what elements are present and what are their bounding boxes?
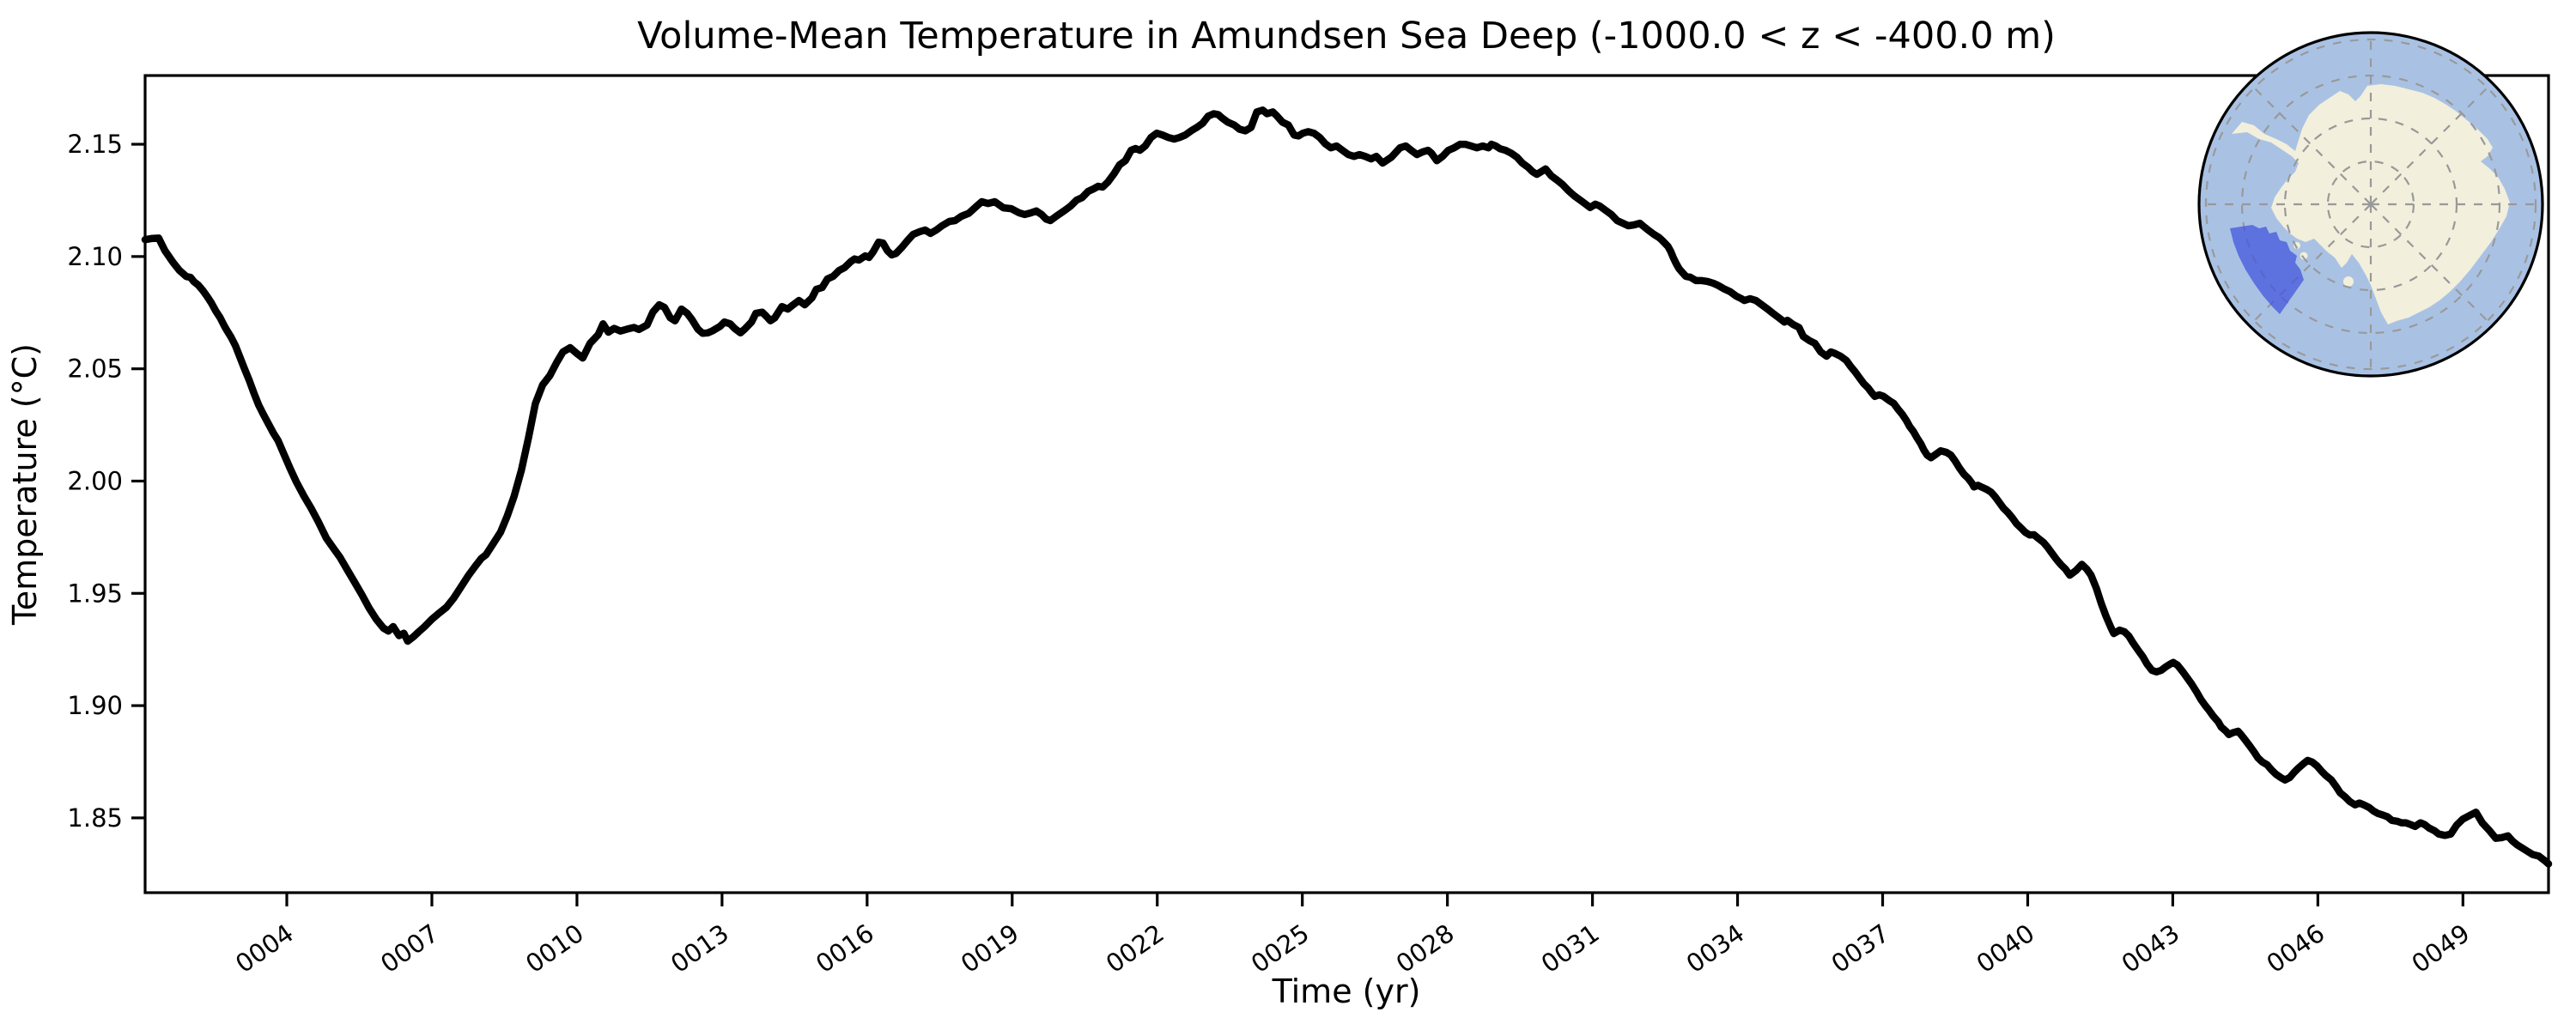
x-tick-label: 0043 xyxy=(2116,918,2184,978)
x-tick-label: 0016 xyxy=(811,918,879,978)
inset-map-antarctica xyxy=(2197,31,2544,378)
antarctica-islands xyxy=(2293,151,2354,287)
y-tick-label: 1.95 xyxy=(67,579,123,608)
inset-map-rim xyxy=(2197,31,2544,378)
x-tick-label: 0013 xyxy=(665,918,734,978)
y-tick-label: 2.00 xyxy=(67,466,123,495)
x-tick-label: 0022 xyxy=(1101,918,1170,978)
x-axis-label: Time (yr) xyxy=(1272,972,1421,1010)
amundsen-sea-highlight-region xyxy=(2230,225,2304,314)
x-tick-label: 0004 xyxy=(230,918,299,978)
chart-title: Volume-Mean Temperature in Amundsen Sea … xyxy=(637,15,2056,58)
temperature-line-series xyxy=(141,106,2553,868)
x-tick-label: 0046 xyxy=(2261,918,2330,978)
y-tick-label: 2.10 xyxy=(67,242,123,271)
y-tick-label: 1.90 xyxy=(67,691,123,720)
x-tick-label: 0049 xyxy=(2406,918,2475,978)
y-axis-label: Temperature (°C) xyxy=(6,343,44,626)
x-axis-ticks: 0004 0007 0010 0013 0016 0019 0022 0025 0028 0031… xyxy=(230,893,2475,978)
y-axis-ticks: 1.85 1.90 1.95 2.00 2.05 2.10 2.15 xyxy=(67,130,145,833)
x-tick-label: 0037 xyxy=(1826,918,1895,978)
graticule-parallel xyxy=(2204,38,2537,371)
plot-area xyxy=(143,74,2550,894)
y-tick-label: 1.85 xyxy=(67,803,123,833)
x-tick-label: 0040 xyxy=(1971,918,2040,978)
graticule-meridian xyxy=(2370,203,2488,322)
x-tick-label: 0019 xyxy=(956,918,1024,978)
x-tick-label: 0031 xyxy=(1536,918,1605,978)
graticule-meridian xyxy=(2253,87,2372,205)
graticule-meridian xyxy=(2370,87,2488,205)
x-tick-label: 0010 xyxy=(520,918,589,978)
x-tick-label: 0028 xyxy=(1391,918,1460,978)
x-tick-label: 0025 xyxy=(1246,918,1315,978)
y-tick-label: 2.05 xyxy=(67,354,123,384)
x-tick-label: 0007 xyxy=(375,918,444,978)
x-tick-label: 0034 xyxy=(1681,918,1750,978)
y-tick-label: 2.15 xyxy=(67,130,123,159)
